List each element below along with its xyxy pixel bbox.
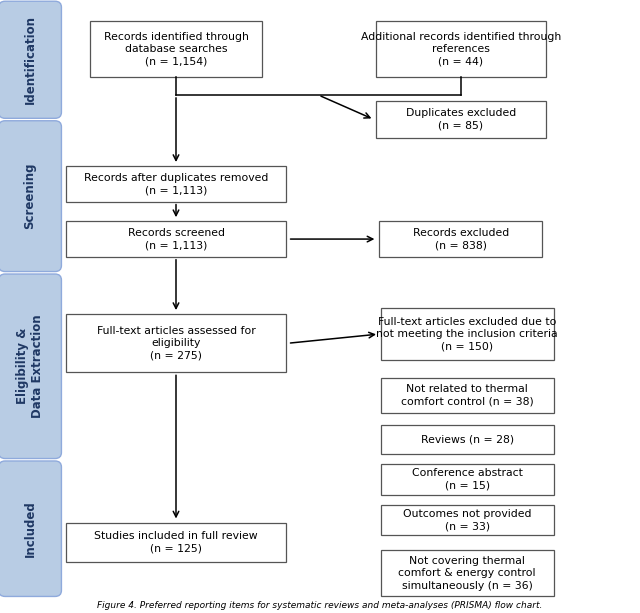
FancyBboxPatch shape [381, 505, 554, 535]
FancyBboxPatch shape [0, 1, 61, 118]
Text: Not related to thermal
comfort control (n = 38): Not related to thermal comfort control (… [401, 384, 534, 406]
Text: Records screened
(n = 1,113): Records screened (n = 1,113) [127, 228, 225, 250]
Text: Screening: Screening [24, 163, 36, 229]
Text: Records excluded
(n = 838): Records excluded (n = 838) [413, 228, 509, 250]
FancyBboxPatch shape [381, 308, 554, 360]
FancyBboxPatch shape [381, 425, 554, 454]
Text: Duplicates excluded
(n = 85): Duplicates excluded (n = 85) [406, 109, 516, 131]
FancyBboxPatch shape [0, 274, 61, 459]
Text: Records after duplicates removed
(n = 1,113): Records after duplicates removed (n = 1,… [84, 173, 268, 195]
Text: Records identified through
database searches
(n = 1,154): Records identified through database sear… [104, 32, 248, 66]
Text: Full-text articles excluded due to
not meeting the inclusion criteria
(n = 150): Full-text articles excluded due to not m… [376, 317, 558, 351]
FancyBboxPatch shape [381, 378, 554, 413]
FancyBboxPatch shape [0, 461, 61, 596]
Text: Identification: Identification [24, 15, 36, 104]
FancyBboxPatch shape [380, 221, 543, 257]
Text: Full-text articles assessed for
eligibility
(n = 275): Full-text articles assessed for eligibil… [97, 326, 255, 360]
Text: Reviews (n = 28): Reviews (n = 28) [420, 435, 514, 444]
FancyBboxPatch shape [66, 221, 287, 257]
Text: Studies included in full review
(n = 125): Studies included in full review (n = 125… [94, 531, 258, 554]
FancyBboxPatch shape [66, 314, 287, 372]
Text: Eligibility &
Data Extraction: Eligibility & Data Extraction [16, 314, 44, 418]
Text: Figure 4. Preferred reporting items for systematic reviews and meta-analyses (PR: Figure 4. Preferred reporting items for … [97, 601, 543, 610]
FancyBboxPatch shape [66, 522, 287, 563]
FancyBboxPatch shape [381, 550, 554, 596]
Text: Included: Included [24, 500, 36, 557]
FancyBboxPatch shape [90, 21, 262, 77]
Text: Conference abstract
(n = 15): Conference abstract (n = 15) [412, 468, 523, 490]
Text: Additional records identified through
references
(n = 44): Additional records identified through re… [361, 32, 561, 66]
Text: Not covering thermal
comfort & energy control
simultaneously (n = 36): Not covering thermal comfort & energy co… [399, 556, 536, 590]
Text: Outcomes not provided
(n = 33): Outcomes not provided (n = 33) [403, 509, 531, 531]
FancyBboxPatch shape [66, 166, 287, 202]
FancyBboxPatch shape [376, 21, 545, 77]
FancyBboxPatch shape [381, 464, 554, 495]
FancyBboxPatch shape [376, 101, 545, 138]
FancyBboxPatch shape [0, 121, 61, 272]
